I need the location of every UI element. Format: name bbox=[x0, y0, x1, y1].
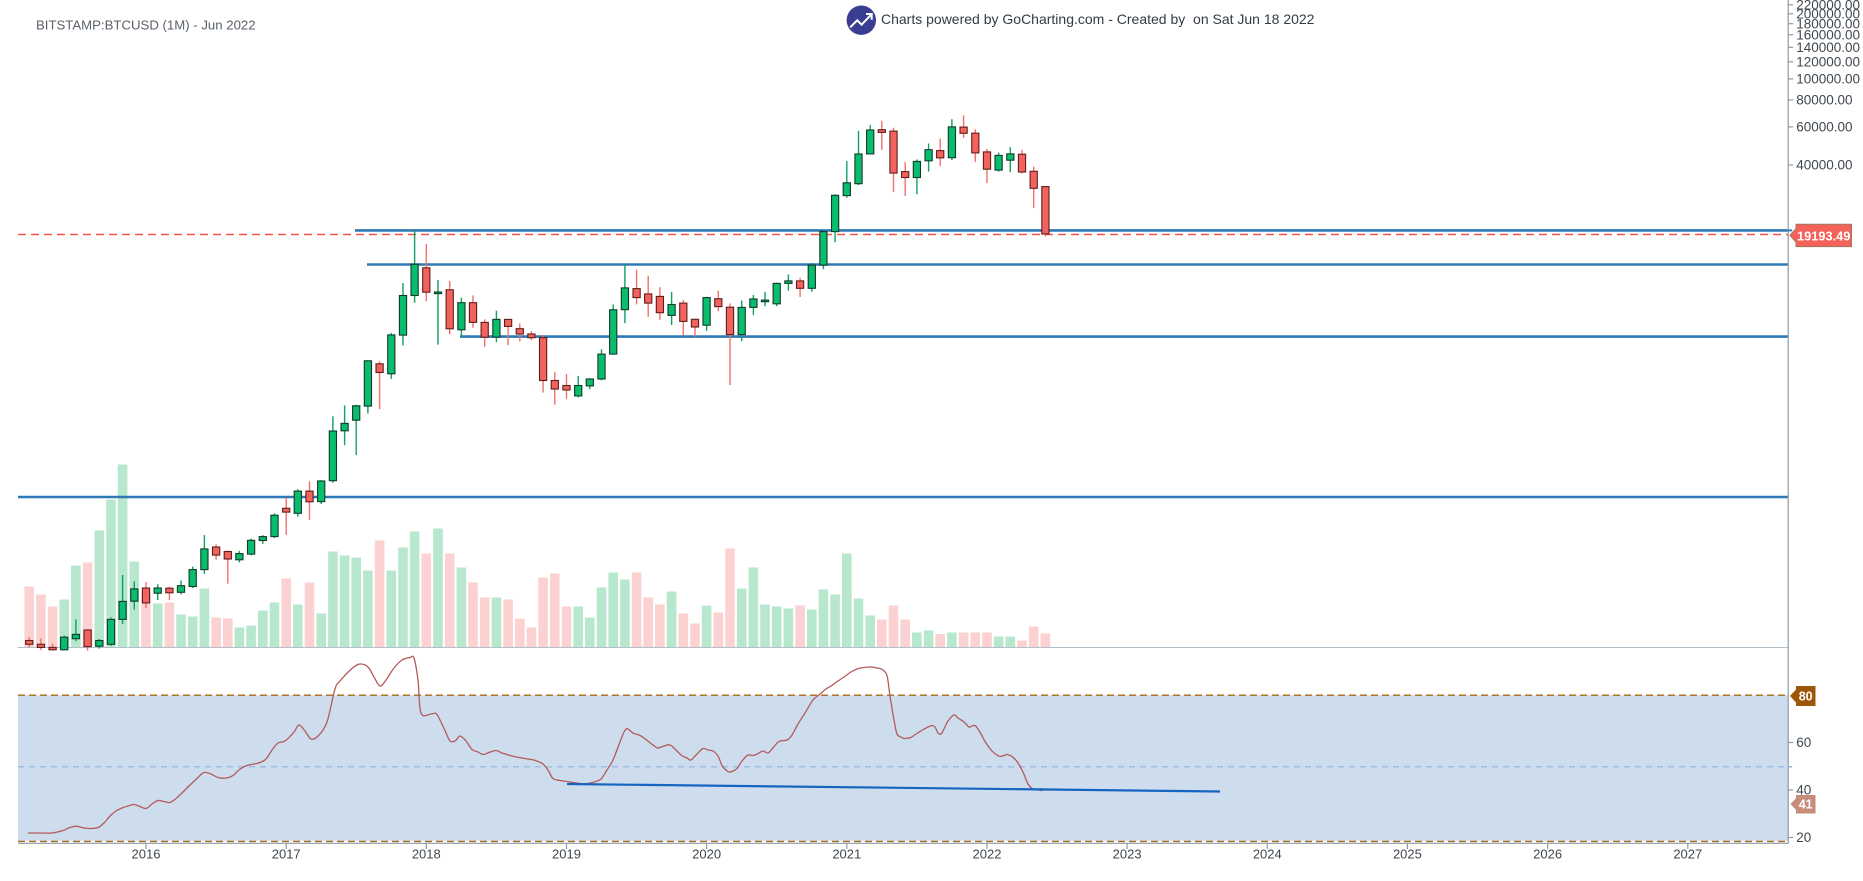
svg-text:2017: 2017 bbox=[272, 847, 301, 862]
svg-text:2021: 2021 bbox=[832, 847, 861, 862]
svg-text:200000.00: 200000.00 bbox=[1796, 6, 1860, 21]
svg-text:BITSTAMP:BTCUSD (1M) - Jun 202: BITSTAMP:BTCUSD (1M) - Jun 2022 bbox=[36, 18, 256, 33]
svg-text:40: 40 bbox=[1796, 783, 1811, 798]
svg-text:40000.00: 40000.00 bbox=[1796, 158, 1852, 173]
svg-text:220000.00: 220000.00 bbox=[1796, 0, 1860, 12]
svg-text:80000.00: 80000.00 bbox=[1796, 93, 1852, 108]
svg-text:120000.00: 120000.00 bbox=[1796, 54, 1860, 69]
svg-text:100000.00: 100000.00 bbox=[1796, 72, 1860, 87]
svg-text:2018: 2018 bbox=[412, 847, 441, 862]
svg-text:2016: 2016 bbox=[132, 847, 161, 862]
svg-text:180000.00: 180000.00 bbox=[1796, 16, 1860, 31]
svg-text:80: 80 bbox=[1799, 690, 1813, 704]
svg-text:2022: 2022 bbox=[973, 847, 1002, 862]
svg-text:19193.49: 19193.49 bbox=[1797, 229, 1850, 244]
svg-text:20: 20 bbox=[1796, 830, 1811, 845]
svg-text:160000.00: 160000.00 bbox=[1796, 27, 1860, 42]
svg-text:2026: 2026 bbox=[1533, 847, 1562, 862]
svg-text:2024: 2024 bbox=[1253, 847, 1282, 862]
svg-text:2027: 2027 bbox=[1673, 847, 1702, 862]
svg-text:140000.00: 140000.00 bbox=[1796, 40, 1860, 55]
svg-text:41: 41 bbox=[1799, 798, 1813, 812]
svg-text:2025: 2025 bbox=[1393, 847, 1422, 862]
svg-text:2023: 2023 bbox=[1113, 847, 1142, 862]
svg-text:60000.00: 60000.00 bbox=[1796, 120, 1852, 135]
svg-text:2020: 2020 bbox=[692, 847, 721, 862]
svg-text:60: 60 bbox=[1796, 735, 1811, 750]
svg-text:2019: 2019 bbox=[552, 847, 581, 862]
svg-text:Charts powered by GoCharting.c: Charts powered by GoCharting.com - Creat… bbox=[881, 11, 1315, 27]
